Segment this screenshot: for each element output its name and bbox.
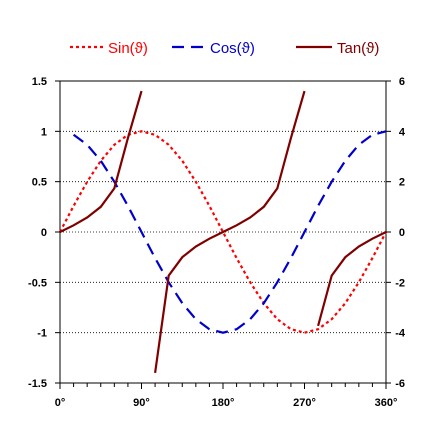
y-left-tick-label: 0 <box>41 227 47 239</box>
y-left-tick-label: 0.5 <box>32 177 47 189</box>
series-line-cos <box>72 130 387 334</box>
x-tick-label: 0° <box>55 397 66 409</box>
x-tick-label: 360° <box>375 397 398 409</box>
x-tick-label: 180° <box>212 397 235 409</box>
y-right-tick-label: 2 <box>399 177 405 189</box>
y-right-tick-label: -4 <box>395 328 406 340</box>
x-tick-label: 270° <box>293 397 316 409</box>
legend-label-sin: Sin(ϑ) <box>108 40 148 57</box>
y-right-tick-label: 4 <box>399 126 406 138</box>
legend-label-cos: Cos(ϑ) <box>210 40 255 57</box>
series-line-tan <box>59 90 143 233</box>
series-line-tan <box>154 90 306 374</box>
y-left-tick-label: -1.5 <box>28 378 47 390</box>
series-lines <box>59 90 387 374</box>
y-right-tick-label: -2 <box>395 277 405 289</box>
legend-label-tan: Tan(ϑ) <box>337 40 379 57</box>
x-tick-label: 90° <box>133 397 150 409</box>
axes: -1.5 -1 -0.5 0 0.5 1 1.5 -6 -4 -2 0 2 4 6 0° 90° 180° 270… <box>28 76 406 409</box>
y-right-tick-label: -6 <box>395 378 405 390</box>
series-line-tan <box>317 231 387 327</box>
y-left-tick-label: 1 <box>41 126 47 138</box>
y-left-tick-label: 1.5 <box>32 76 47 88</box>
legend: Sin(ϑ) Cos(ϑ) Tan(ϑ) <box>70 40 379 57</box>
y-left-tick-label: -0.5 <box>28 277 47 289</box>
y-left-tick-label: -1 <box>37 328 47 340</box>
y-right-tick-label: 0 <box>399 227 405 239</box>
series-line-sin <box>59 130 387 334</box>
y-right-tick-label: 6 <box>399 76 405 88</box>
